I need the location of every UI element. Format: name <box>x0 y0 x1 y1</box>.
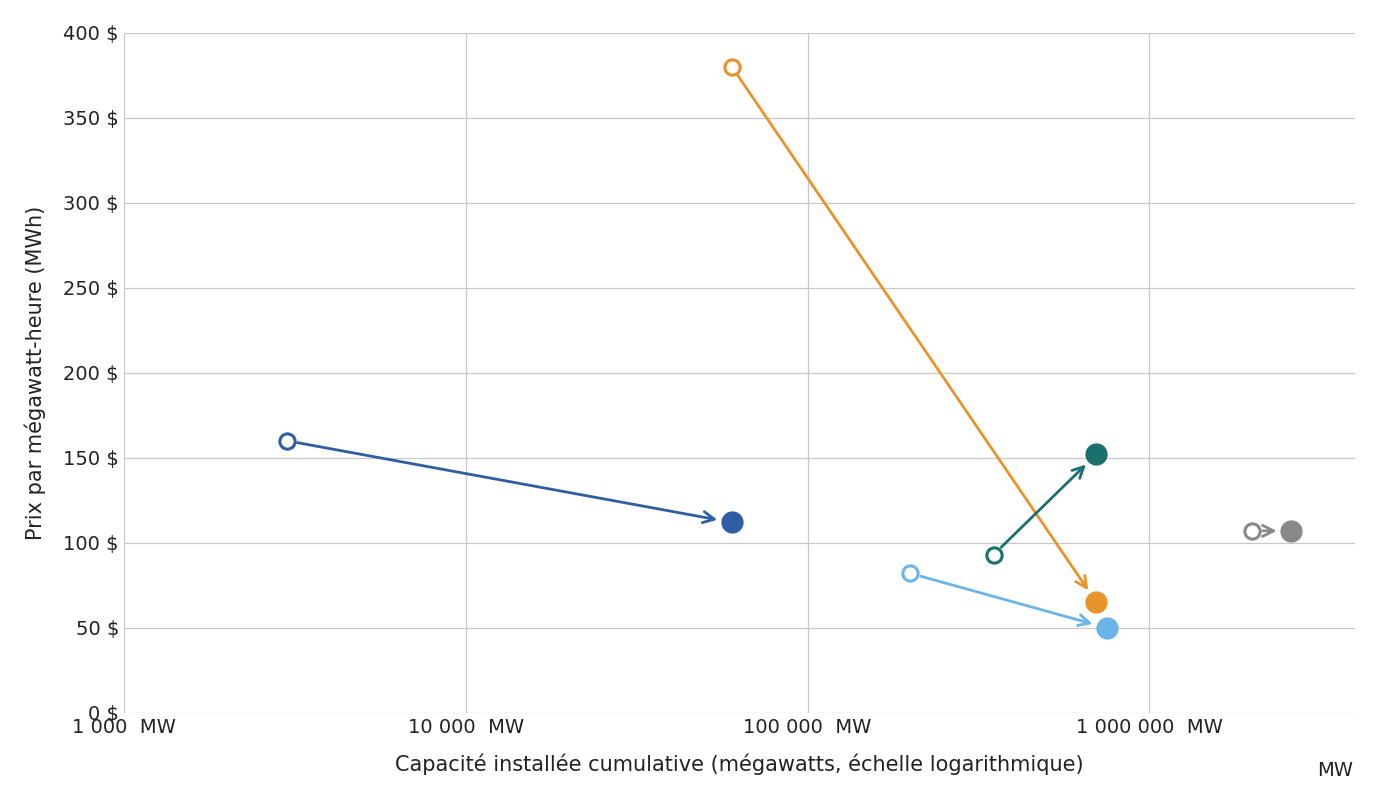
X-axis label: Capacité installée cumulative (mégawatts, échelle logarithmique): Capacité installée cumulative (mégawatts… <box>395 754 1084 775</box>
Y-axis label: Prix par mégawatt-heure (MWh): Prix par mégawatt-heure (MWh) <box>25 206 47 540</box>
Text: MW: MW <box>1317 761 1353 779</box>
